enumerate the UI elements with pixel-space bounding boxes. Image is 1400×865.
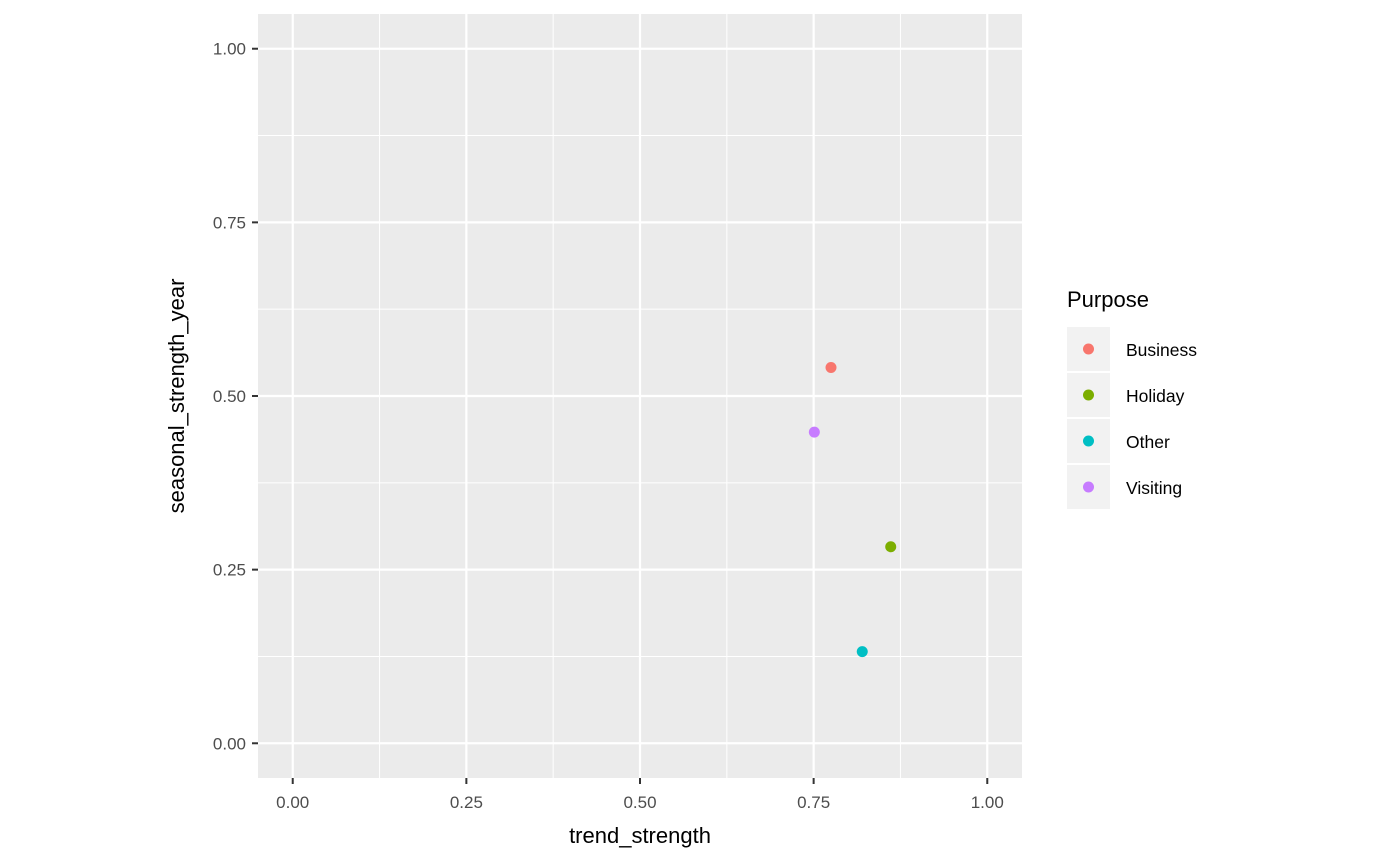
data-point-other — [856, 646, 868, 658]
x-tick-label: 0.00 — [276, 793, 309, 812]
legend-swatch-other — [1083, 435, 1094, 447]
y-axis-title: seasonal_strength_year — [164, 279, 189, 514]
x-axis-title: trend_strength — [569, 823, 711, 848]
legend-swatch-business — [1083, 343, 1094, 355]
y-tick-label: 0.50 — [213, 387, 246, 406]
legend-label-other: Other — [1126, 432, 1170, 452]
y-tick-label: 0.75 — [213, 213, 246, 232]
x-tick-label: 0.25 — [450, 793, 483, 812]
y-tick-label: 0.25 — [213, 561, 246, 580]
legend-swatch-visiting — [1083, 481, 1094, 493]
legend-label-holiday: Holiday — [1126, 386, 1185, 406]
data-points — [808, 362, 897, 658]
x-tick-label: 0.75 — [797, 793, 830, 812]
legend-label-business: Business — [1126, 340, 1197, 360]
legend-swatch-holiday — [1083, 389, 1094, 401]
legend-title: Purpose — [1067, 287, 1149, 312]
data-point-holiday — [885, 541, 897, 553]
data-point-visiting — [808, 426, 820, 438]
data-point-business — [825, 362, 837, 374]
x-tick-label: 1.00 — [971, 793, 1004, 812]
x-tick-label: 0.50 — [623, 793, 656, 812]
y-axis: 0.00 0.25 0.50 0.75 1.00 — [213, 40, 258, 753]
legend: Purpose Business Holiday Other Visiting — [1067, 287, 1197, 509]
y-tick-label: 1.00 — [213, 40, 246, 59]
y-tick-label: 0.00 — [213, 734, 246, 753]
legend-label-visiting: Visiting — [1126, 478, 1182, 498]
grid-major — [258, 14, 1022, 778]
x-axis: 0.00 0.25 0.50 0.75 1.00 — [276, 778, 1004, 812]
